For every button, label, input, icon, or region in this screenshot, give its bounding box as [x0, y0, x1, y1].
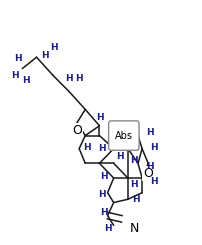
- Text: H: H: [41, 51, 48, 60]
- Text: H: H: [83, 143, 91, 151]
- Text: H: H: [146, 162, 153, 171]
- Text: H: H: [75, 74, 83, 83]
- Text: H: H: [11, 71, 19, 80]
- Text: H: H: [50, 43, 57, 52]
- Text: H: H: [97, 190, 105, 199]
- Text: O: O: [143, 167, 152, 180]
- Text: H: H: [129, 180, 137, 189]
- Text: H: H: [129, 156, 137, 165]
- Text: N: N: [129, 222, 138, 235]
- Text: H: H: [65, 74, 73, 83]
- Text: H: H: [99, 172, 107, 181]
- Text: H: H: [115, 152, 123, 161]
- Text: H: H: [106, 133, 114, 142]
- Text: H: H: [22, 75, 30, 85]
- Text: Abs: Abs: [114, 131, 132, 141]
- Text: H: H: [150, 143, 157, 151]
- Text: H: H: [97, 144, 105, 153]
- Text: O: O: [72, 124, 82, 137]
- Text: H: H: [150, 177, 157, 186]
- Text: H: H: [95, 113, 103, 122]
- Text: H: H: [132, 195, 139, 204]
- Text: H: H: [99, 208, 107, 217]
- Text: H: H: [14, 54, 22, 63]
- Text: H: H: [146, 128, 153, 137]
- FancyBboxPatch shape: [108, 121, 138, 150]
- Text: H: H: [103, 224, 111, 233]
